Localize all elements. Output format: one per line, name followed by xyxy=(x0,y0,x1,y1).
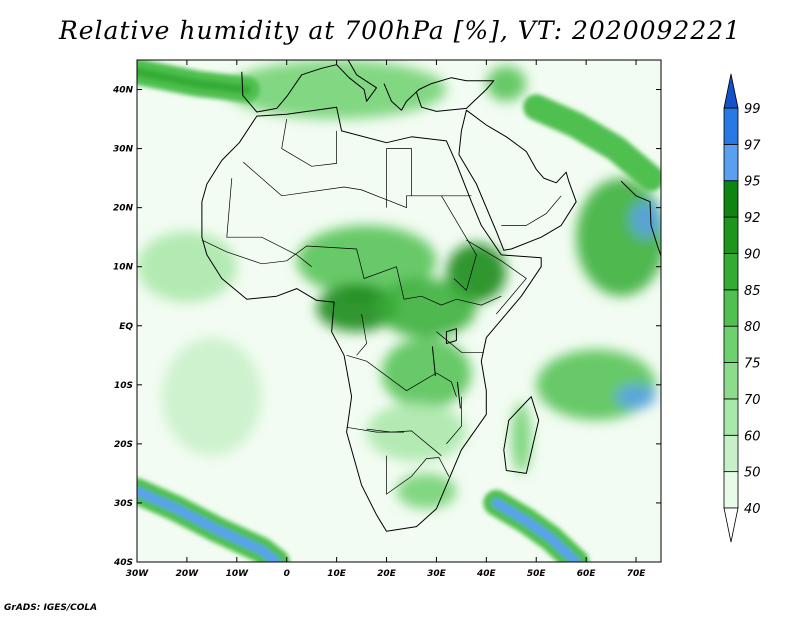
grads-credit: GrADS: IGES/COLA xyxy=(4,603,98,613)
country-border-8 xyxy=(346,426,404,433)
colorbar-label-70: 70 xyxy=(744,393,761,408)
colorbar-segment-60 xyxy=(723,398,739,436)
colorbar-segment-95 xyxy=(723,143,739,182)
colorbar-segment-40 xyxy=(723,471,739,509)
y-tick-label-10N: 10N xyxy=(113,263,134,273)
moist-region-7 xyxy=(511,402,532,474)
lake-tanganyika xyxy=(431,346,436,377)
arabia-coastline xyxy=(458,109,577,251)
moist-region-10 xyxy=(631,201,661,238)
x-tick-label-20E: 20E xyxy=(377,569,397,579)
x-tick-label-70E: 70E xyxy=(627,569,647,579)
moist-region-4 xyxy=(381,337,472,409)
country-border-1 xyxy=(201,239,502,306)
coastlines xyxy=(201,60,661,532)
moist-region-5 xyxy=(366,402,467,462)
country-border-2 xyxy=(226,178,312,267)
south-atlantic-band xyxy=(137,486,282,562)
colorbar-segment-97 xyxy=(723,107,739,145)
x-tick-label-60E: 60E xyxy=(577,569,597,579)
moist-region-8 xyxy=(536,349,657,421)
country-border-14 xyxy=(501,195,562,226)
moist-region-11 xyxy=(137,231,237,303)
country-border-10 xyxy=(446,396,462,445)
humidity-field xyxy=(137,60,661,562)
colorbar-label-60: 60 xyxy=(744,429,761,444)
colorbar-label-90: 90 xyxy=(744,247,761,262)
x-tick-label-30E: 30E xyxy=(427,569,447,579)
moist-region-15 xyxy=(616,384,657,409)
country-border-0 xyxy=(243,161,472,209)
colorbar-segment-92 xyxy=(723,180,739,218)
plot-frame xyxy=(136,59,662,563)
colorbar-label-85: 85 xyxy=(744,284,761,299)
map-axes: 30W 20W 10W 0 10E 20E 30E 40E 50E 60E 70E 40N 30N 20N… xyxy=(112,60,661,579)
greece-turkey-coastline xyxy=(383,77,495,112)
x-tick-label-30W: 30W xyxy=(126,569,150,579)
colorbar-label-97: 97 xyxy=(744,138,761,153)
x-tick-label-40E: 40E xyxy=(476,569,497,579)
y-tick-label-EQ: EQ xyxy=(119,322,133,332)
country-border-11 xyxy=(356,313,367,356)
moist-region-1 xyxy=(316,284,397,332)
colorbar-segment-85 xyxy=(723,253,739,291)
y-tick-label-10S: 10S xyxy=(114,381,133,391)
country-border-7 xyxy=(386,455,450,495)
y-tick-label-20N: 20N xyxy=(113,204,134,214)
map-title: Relative humidity at 700hPa [%], VT: 202… xyxy=(58,16,742,45)
colorbar-upper-arrow xyxy=(723,73,739,109)
x-tick-label-50E: 50E xyxy=(527,569,547,579)
moist-region-12 xyxy=(161,337,262,456)
y-tick-label-40N: 40N xyxy=(112,86,134,96)
colorbar-label-99: 99 xyxy=(744,102,761,117)
country-border-5 xyxy=(346,354,457,397)
x-tick-label-20W: 20W xyxy=(176,569,200,579)
colorbar-label-95: 95 xyxy=(744,175,761,190)
colorbar-label-92: 92 xyxy=(744,211,761,226)
colorbar-segment-75 xyxy=(723,325,739,363)
europe-coastline xyxy=(241,60,377,113)
moist-region-6 xyxy=(396,473,457,509)
y-tick-label-30N: 30N xyxy=(113,145,134,155)
colorbar-label-50: 50 xyxy=(744,466,761,481)
x-tick-label-10W: 10W xyxy=(226,569,250,579)
country-border-12 xyxy=(441,195,477,291)
moist-region-3 xyxy=(376,278,477,338)
india-coastline xyxy=(620,180,661,258)
country-border-6 xyxy=(366,428,442,456)
colorbar-segment-80 xyxy=(723,289,739,327)
colorbar-label-75: 75 xyxy=(744,357,761,372)
iran-band xyxy=(531,102,656,183)
moist-region-9 xyxy=(576,178,661,297)
country-border-13 xyxy=(466,239,527,315)
africa-coastline xyxy=(201,106,542,532)
southwest-indian-band xyxy=(491,498,581,562)
lake-malawi xyxy=(456,381,461,409)
moist-region-0 xyxy=(296,225,437,297)
north-atlantic-band xyxy=(137,67,252,94)
x-tick-label-0: 0 xyxy=(284,569,290,579)
country-border-9 xyxy=(436,331,484,353)
colorbar: 40 50 60 70 75 80 85 90 92 95 97 99 xyxy=(723,73,761,543)
colorbar-label-40: 40 xyxy=(744,502,761,517)
moist-region-14 xyxy=(486,65,527,102)
colorbar-segment-70 xyxy=(723,362,739,400)
country-border-3 xyxy=(281,119,337,167)
y-tick-label-20S: 20S xyxy=(114,440,133,450)
y-tick-label-40S: 40S xyxy=(113,558,133,568)
x-tick-label-10E: 10E xyxy=(327,569,347,579)
madagascar-coastline xyxy=(503,396,540,474)
colorbar-segment-90 xyxy=(723,216,739,254)
y-tick-label-30S: 30S xyxy=(114,499,133,509)
colorbar-label-80: 80 xyxy=(744,320,761,335)
colorbar-lower-arrow xyxy=(723,507,739,543)
colorbar-segment-50 xyxy=(723,434,739,473)
moist-region-13 xyxy=(226,60,447,120)
country-border-4 xyxy=(386,148,412,208)
